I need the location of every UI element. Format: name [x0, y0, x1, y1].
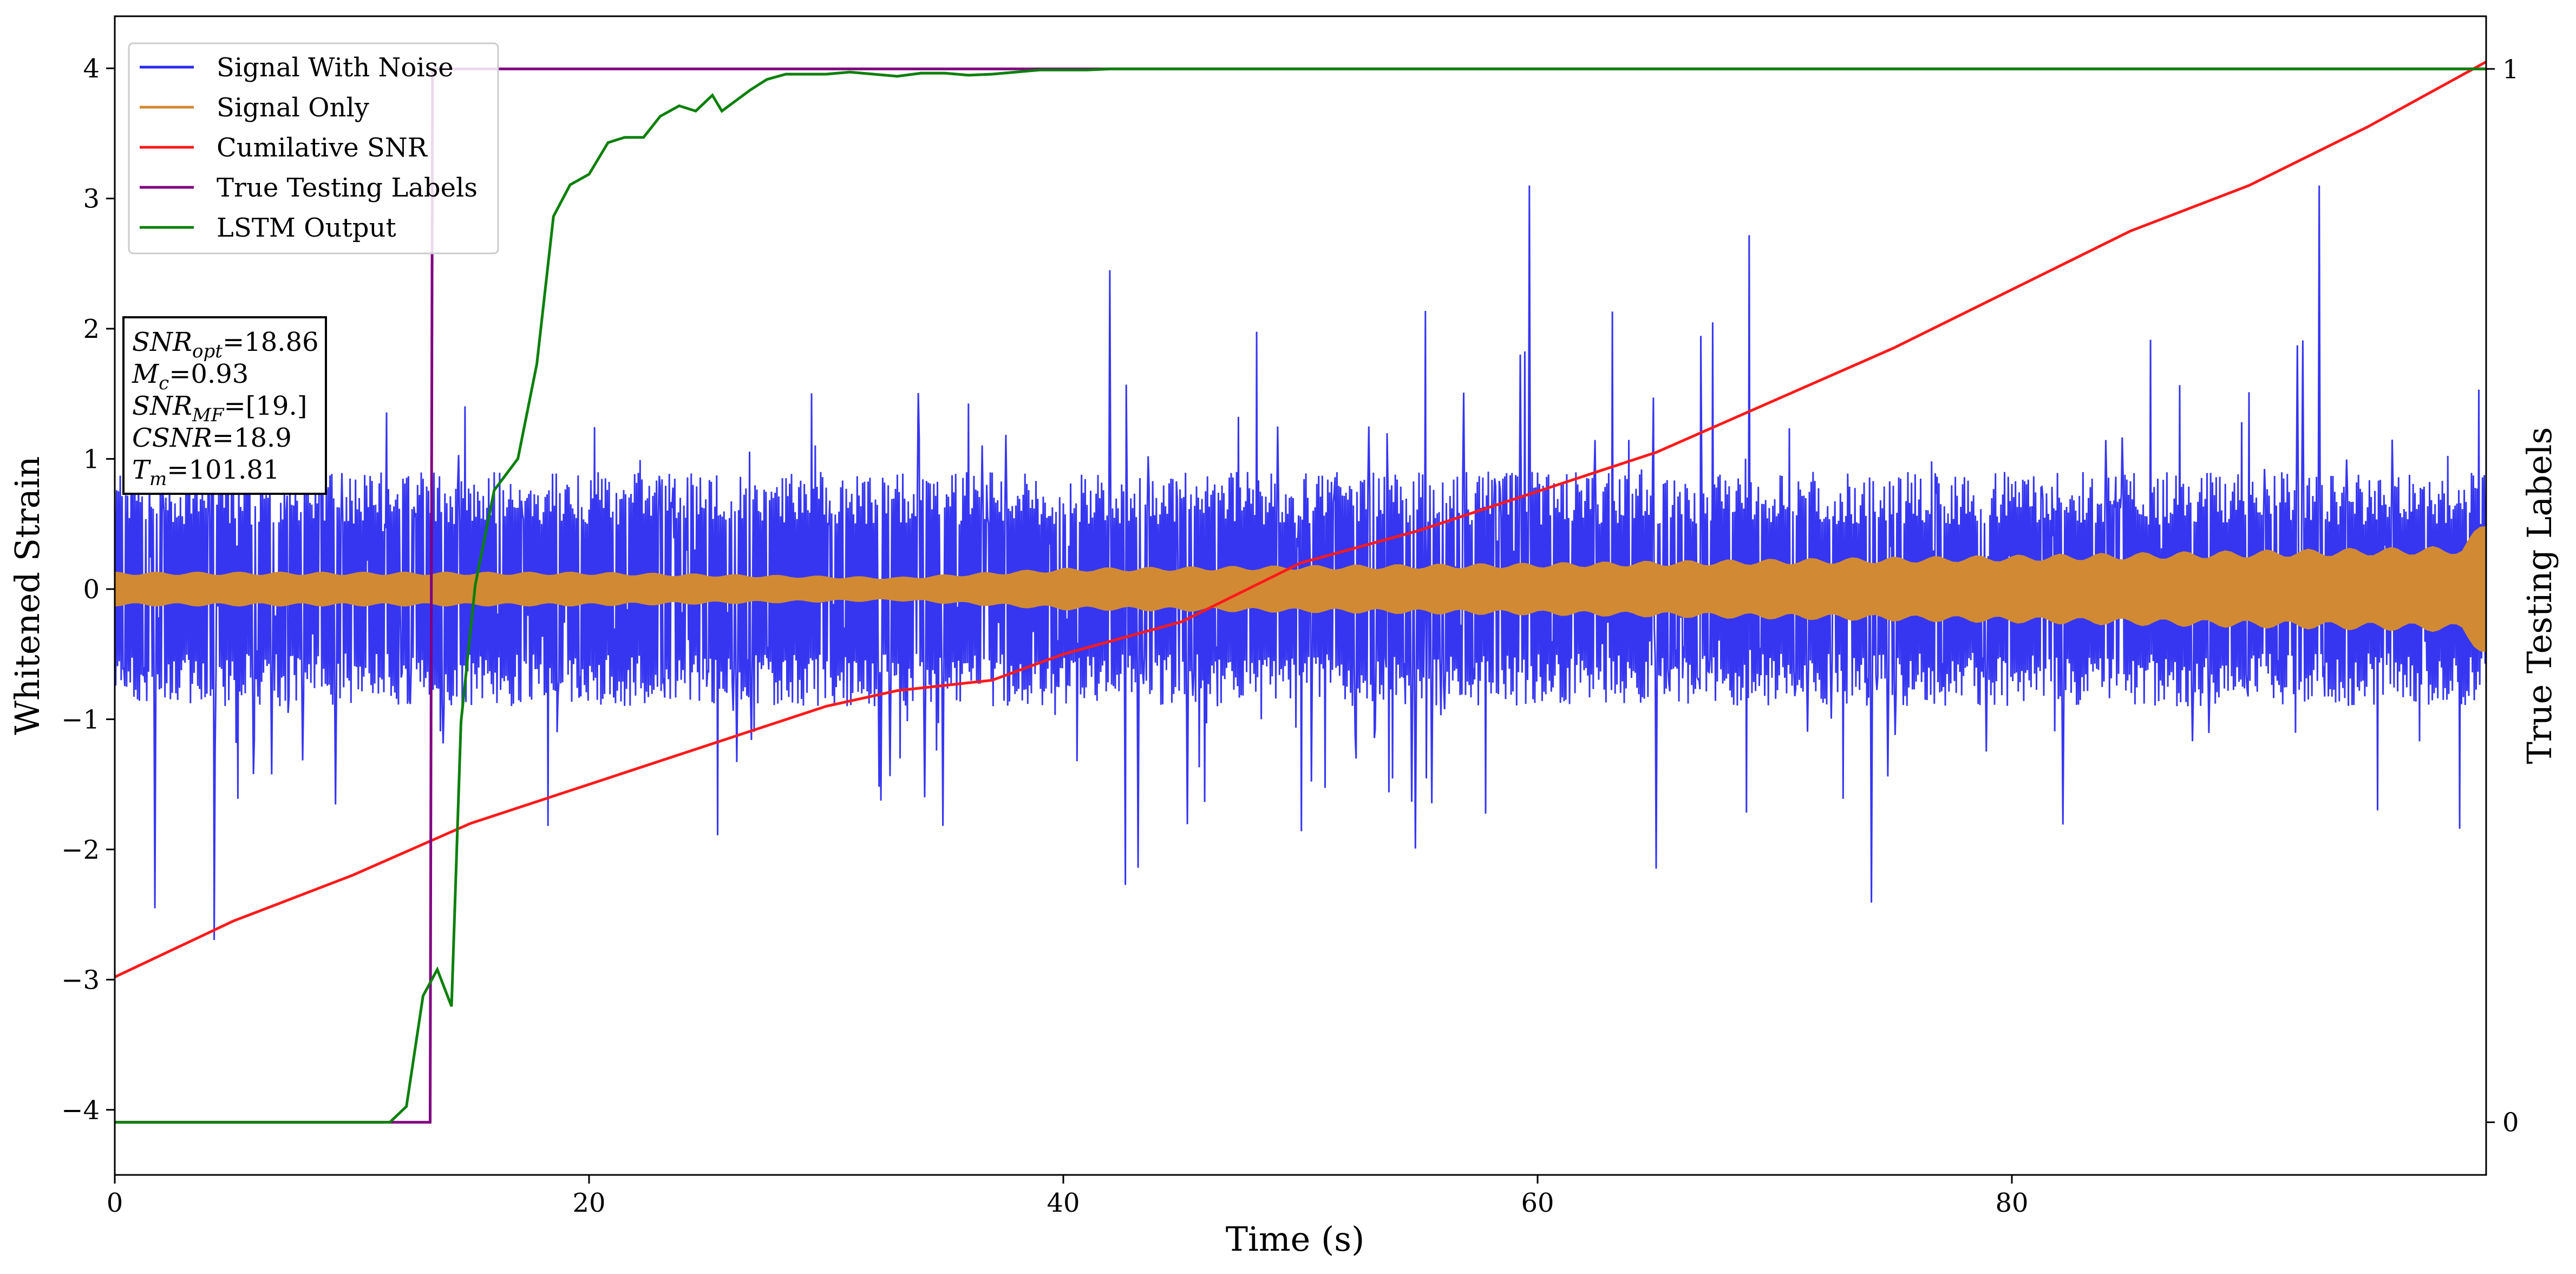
x-tick-label: 40 [1047, 1188, 1080, 1218]
x-tick-label: 60 [1521, 1188, 1554, 1218]
legend: Signal With Noise Signal Only Cumilative S… [128, 42, 499, 254]
plot-area [115, 61, 2486, 1124]
y-tick-label: 2 [83, 314, 100, 344]
x-axis-label: Time (s) [1226, 1219, 1365, 1259]
annotation-frame [122, 316, 327, 495]
y-axis-label: Whitened Strain [8, 456, 47, 735]
y-tick-label: −1 [61, 704, 100, 735]
x-tick-label: 20 [572, 1188, 605, 1218]
lstm-output-line [115, 67, 2486, 1124]
x-tick-label: 80 [1995, 1188, 2028, 1218]
y2-tick-label: 1 [2502, 54, 2519, 84]
legend-label: LSTM Output [217, 213, 396, 243]
y-tick-label: 1 [83, 445, 100, 475]
annotation-box: SNRopt=18.86Mc=0.93SNRMF=[19.]CSNR=18.9T… [122, 316, 327, 495]
y-tick-label: −2 [61, 835, 100, 865]
legend-label: Cumilative SNR [217, 133, 428, 163]
annotation-line: SNRopt=18.86 [132, 327, 319, 362]
annotation-line: Tm=101.81 [132, 455, 279, 490]
annotation-line: Mc=0.93 [132, 359, 249, 394]
legend-box [128, 42, 499, 254]
annotation-line: SNRMF=[19.] [132, 391, 307, 426]
signal-only-band [115, 526, 2486, 652]
x-tick-label: 0 [107, 1188, 123, 1218]
y2-tick-label: 0 [2502, 1108, 2519, 1138]
y2-axis-label: True Testing Labels [2520, 427, 2559, 765]
annotation-line: CSNR=18.9 [132, 423, 292, 453]
y-tick-label: −4 [61, 1095, 100, 1126]
y-tick-label: 3 [83, 184, 100, 214]
plot-frame [114, 15, 2487, 1176]
y-tick-label: 4 [83, 54, 100, 84]
legend-label: Signal With Noise [217, 53, 454, 83]
cumulative-snr-line [115, 61, 2486, 978]
y-tick-label: −3 [61, 965, 100, 995]
y-tick-label: 0 [83, 574, 100, 605]
legend-label: True Testing Labels [217, 173, 478, 203]
legend-label: Signal Only [217, 93, 369, 123]
